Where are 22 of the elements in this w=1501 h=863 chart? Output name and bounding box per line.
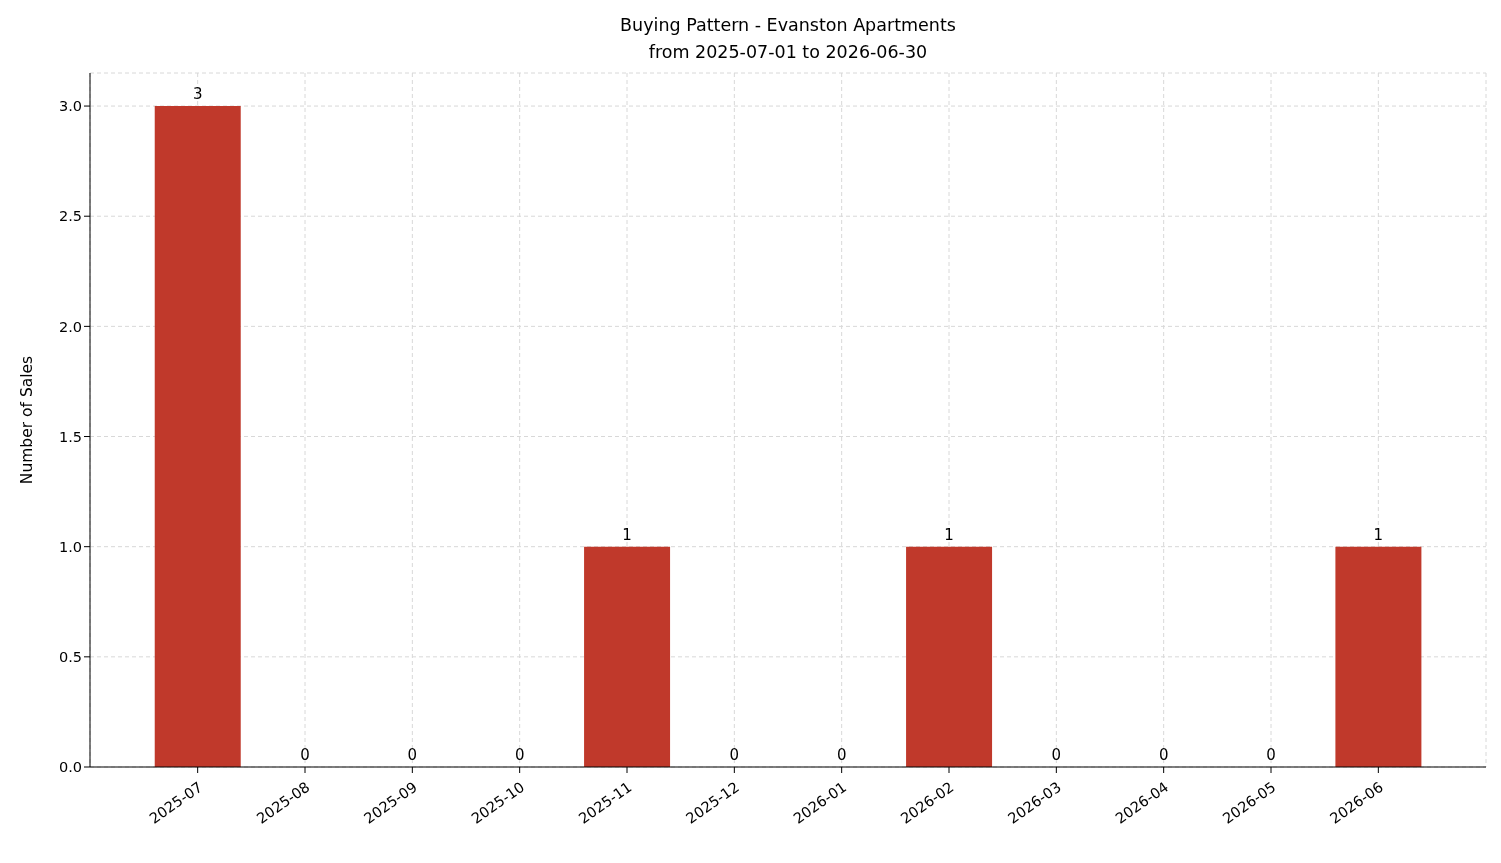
chart-subtitle: from 2025-07-01 to 2026-06-30	[647, 41, 929, 64]
data-label: 0	[1158, 746, 1169, 764]
y-tick-label: 1.0	[58, 538, 82, 555]
data-label: 0	[1266, 746, 1276, 764]
y-tick-label: 0.5	[58, 648, 82, 665]
y-tick-label: 0.0	[58, 759, 82, 776]
y-axis-title: Number of Sales	[17, 355, 36, 485]
data-label: 0	[1051, 746, 1062, 764]
data-label: 1	[1373, 525, 1384, 544]
data-label: 3	[192, 85, 203, 104]
data-label: 1	[944, 525, 954, 544]
y-tick-label: 3.0	[58, 98, 82, 115]
chart-title: Buying Pattern - Evanston Apartments	[619, 14, 957, 37]
data-label: 1	[622, 525, 632, 544]
data-label: 0	[300, 746, 310, 764]
y-tick-label: 2.0	[58, 318, 82, 335]
data-label: 0	[836, 746, 847, 764]
y-tick-label: 1.5	[58, 428, 82, 445]
data-label: 0	[729, 746, 740, 764]
data-label: 0	[514, 746, 525, 764]
y-tick-label: 2.5	[58, 208, 82, 225]
data-label: 0	[407, 746, 418, 764]
